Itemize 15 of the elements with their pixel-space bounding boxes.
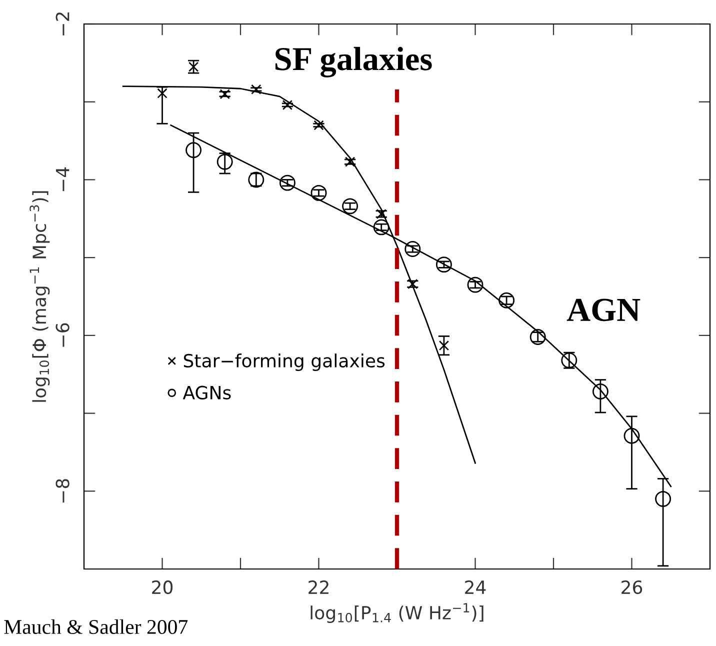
text: Mauch & Sadler 2007 <box>4 619 188 634</box>
annotation: AGN <box>566 298 640 322</box>
y-tick-label: −2 <box>56 12 70 36</box>
x-tick-label: 24 <box>465 580 486 594</box>
y-tick-label: −4 <box>56 167 70 192</box>
annotation: SF galaxies <box>275 46 432 78</box>
x-axis-title: log$_{10}$[P$_{1.4}$ (W Hz$^{−1}$)] <box>310 603 484 624</box>
y-tick-label: −8 <box>56 479 70 503</box>
x-tick-label: 20 <box>152 580 173 594</box>
x-tick-label: 26 <box>622 580 642 594</box>
legend-label: AGNs <box>182 386 231 400</box>
legend-label: Star−forming galaxies <box>184 354 385 372</box>
x-tick-label: 22 <box>308 580 328 594</box>
y-axis-title: log$_{10}$[Φ (mag$^{−1}$ Mpc$^{−3}$)] <box>30 191 50 402</box>
y-tick-label: −6 <box>56 323 70 347</box>
